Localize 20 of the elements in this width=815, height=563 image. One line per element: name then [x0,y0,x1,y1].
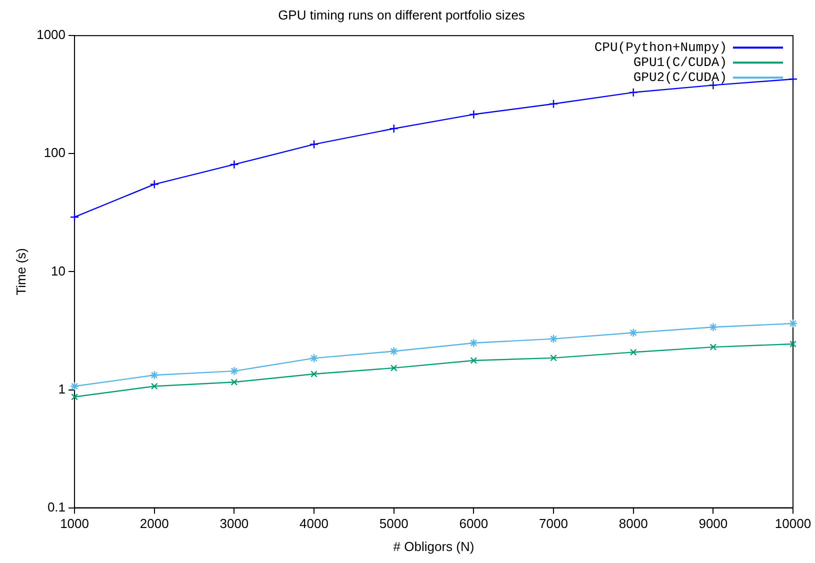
chart-title: GPU timing runs on different portfolio sizes [278,7,526,22]
y-tick-label: 1 [58,381,66,396]
x-tick-label: 8000 [618,516,648,532]
x-tick-label: 3000 [220,516,249,532]
y-tick-label: 0.1 [47,499,66,514]
y-tick-label: 1000 [36,27,66,42]
legend-label: GPU2(C/CUDA) [633,70,727,86]
x-tick-label: 2000 [140,516,169,532]
legend-label: CPU(Python+Numpy) [594,40,727,56]
x-tick-label: 4000 [300,516,328,532]
x-axis-title: # Obligors (N) [393,538,474,554]
x-tick-label: 7000 [539,516,568,532]
y-axis-title: Time (s) [13,248,28,296]
x-tick-label: 10000 [774,516,812,532]
x-tick-label: 6000 [459,516,488,532]
x-tick-label: 9000 [698,516,728,532]
x-tick-label: 5000 [379,516,408,532]
legend-label: GPU1(C/CUDA) [633,55,727,70]
y-tick-label: 10 [51,263,66,278]
y-tick-label: 100 [44,145,66,160]
